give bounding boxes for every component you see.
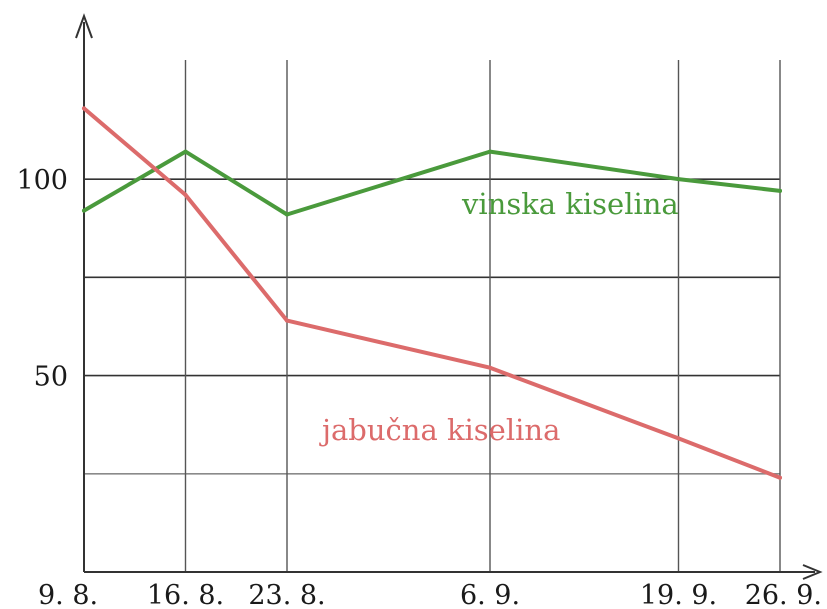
x-tick-label: 23. 8.	[248, 580, 325, 609]
series-line-vinska	[82, 149, 782, 217]
data-point	[778, 188, 782, 193]
series-label-vinska: vinska kiselina	[461, 187, 679, 221]
x-tick-label: 16. 8.	[147, 580, 224, 609]
series-lines	[82, 106, 782, 480]
grid	[84, 60, 781, 572]
axes	[75, 13, 823, 580]
y-tick-label: 100	[16, 165, 68, 196]
data-point	[183, 192, 188, 197]
x-tick-label: 9. 8.	[38, 580, 98, 609]
data-point	[676, 177, 681, 182]
y-axis-arrow	[75, 13, 93, 39]
x-tick-labels: 9. 8. 16. 8. 23. 8. 6. 9. 19. 9. 26. 9.	[38, 580, 822, 609]
y-tick-label: 50	[34, 362, 68, 393]
data-point	[676, 436, 681, 441]
series-label-jabucna: jabučna kiselina	[319, 413, 560, 447]
series-line-jabucna	[82, 106, 782, 480]
data-point	[82, 208, 86, 213]
data-point	[285, 318, 289, 323]
x-tick-label: 6. 9.	[460, 580, 520, 609]
data-point	[82, 106, 86, 111]
data-point	[488, 365, 492, 370]
x-tick-label: 26. 9.	[745, 580, 822, 609]
y-tick-labels: 50 100	[16, 165, 68, 392]
data-point	[285, 212, 289, 217]
data-point	[488, 149, 492, 154]
x-tick-label: 19. 9.	[640, 580, 717, 609]
x-axis-arrow	[802, 564, 823, 580]
data-point	[183, 149, 188, 154]
data-point	[778, 475, 782, 480]
